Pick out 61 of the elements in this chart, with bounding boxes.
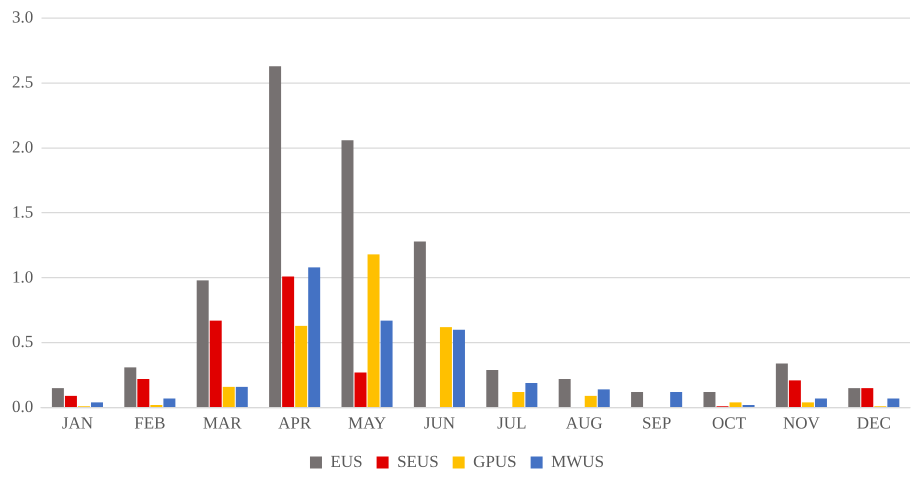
bar — [210, 320, 222, 407]
x-tick-label: MAY — [348, 413, 386, 432]
legend-label: EUS — [330, 452, 363, 471]
bar — [380, 320, 393, 407]
bar — [848, 388, 860, 407]
bar — [91, 402, 103, 407]
bar — [295, 326, 308, 407]
bar — [703, 392, 716, 407]
bar — [368, 254, 380, 407]
bar — [440, 327, 452, 407]
y-tick-label: 0.0 — [12, 397, 34, 416]
bar — [196, 280, 209, 407]
bar — [730, 402, 742, 407]
bar — [269, 66, 282, 407]
x-tick-label: SEP — [642, 413, 672, 432]
bar — [282, 276, 294, 407]
y-tick-label: 2.5 — [12, 72, 34, 92]
bar — [486, 370, 498, 407]
bar — [814, 398, 827, 407]
x-tick-label: JUN — [424, 413, 456, 432]
bar — [236, 386, 248, 407]
y-tick-label: 2.0 — [12, 137, 34, 156]
bar — [64, 396, 77, 407]
bar — [163, 398, 176, 407]
legend-label: MWUS — [551, 452, 604, 471]
y-tick-label: 3.0 — [12, 8, 34, 27]
bar — [887, 398, 900, 407]
bar — [414, 241, 426, 407]
bar — [52, 388, 64, 407]
bar — [452, 330, 465, 407]
legend-label: GPUS — [473, 452, 517, 471]
x-tick-label: DEC — [856, 413, 891, 432]
bar — [558, 379, 571, 407]
bar — [776, 363, 788, 407]
x-tick-label: MAR — [202, 413, 242, 432]
y-tick-label: 1.5 — [12, 202, 34, 222]
bar — [584, 396, 597, 407]
x-tick-label: FEB — [134, 413, 166, 432]
y-tick-label: 1.0 — [12, 267, 34, 286]
x-tick-label: OCT — [712, 413, 747, 432]
bar — [308, 267, 320, 407]
bar — [631, 392, 644, 407]
x-tick-label: JAN — [62, 413, 94, 432]
bar — [802, 402, 814, 407]
bar — [861, 388, 874, 407]
bar — [598, 389, 610, 407]
x-tick-label: NOV — [782, 413, 821, 432]
x-tick-label: APR — [278, 413, 312, 432]
bar — [354, 372, 367, 407]
bar — [525, 382, 538, 407]
x-tick-label: AUG — [566, 413, 603, 432]
bar — [222, 386, 235, 407]
bar — [341, 140, 354, 407]
legend-label: SEUS — [397, 452, 439, 471]
bar — [670, 392, 682, 407]
bar — [124, 367, 136, 407]
bar — [788, 380, 801, 407]
bar — [137, 379, 150, 407]
y-tick-label: 0.5 — [12, 332, 34, 352]
x-tick-label: JUL — [497, 413, 526, 432]
bar — [512, 392, 524, 407]
